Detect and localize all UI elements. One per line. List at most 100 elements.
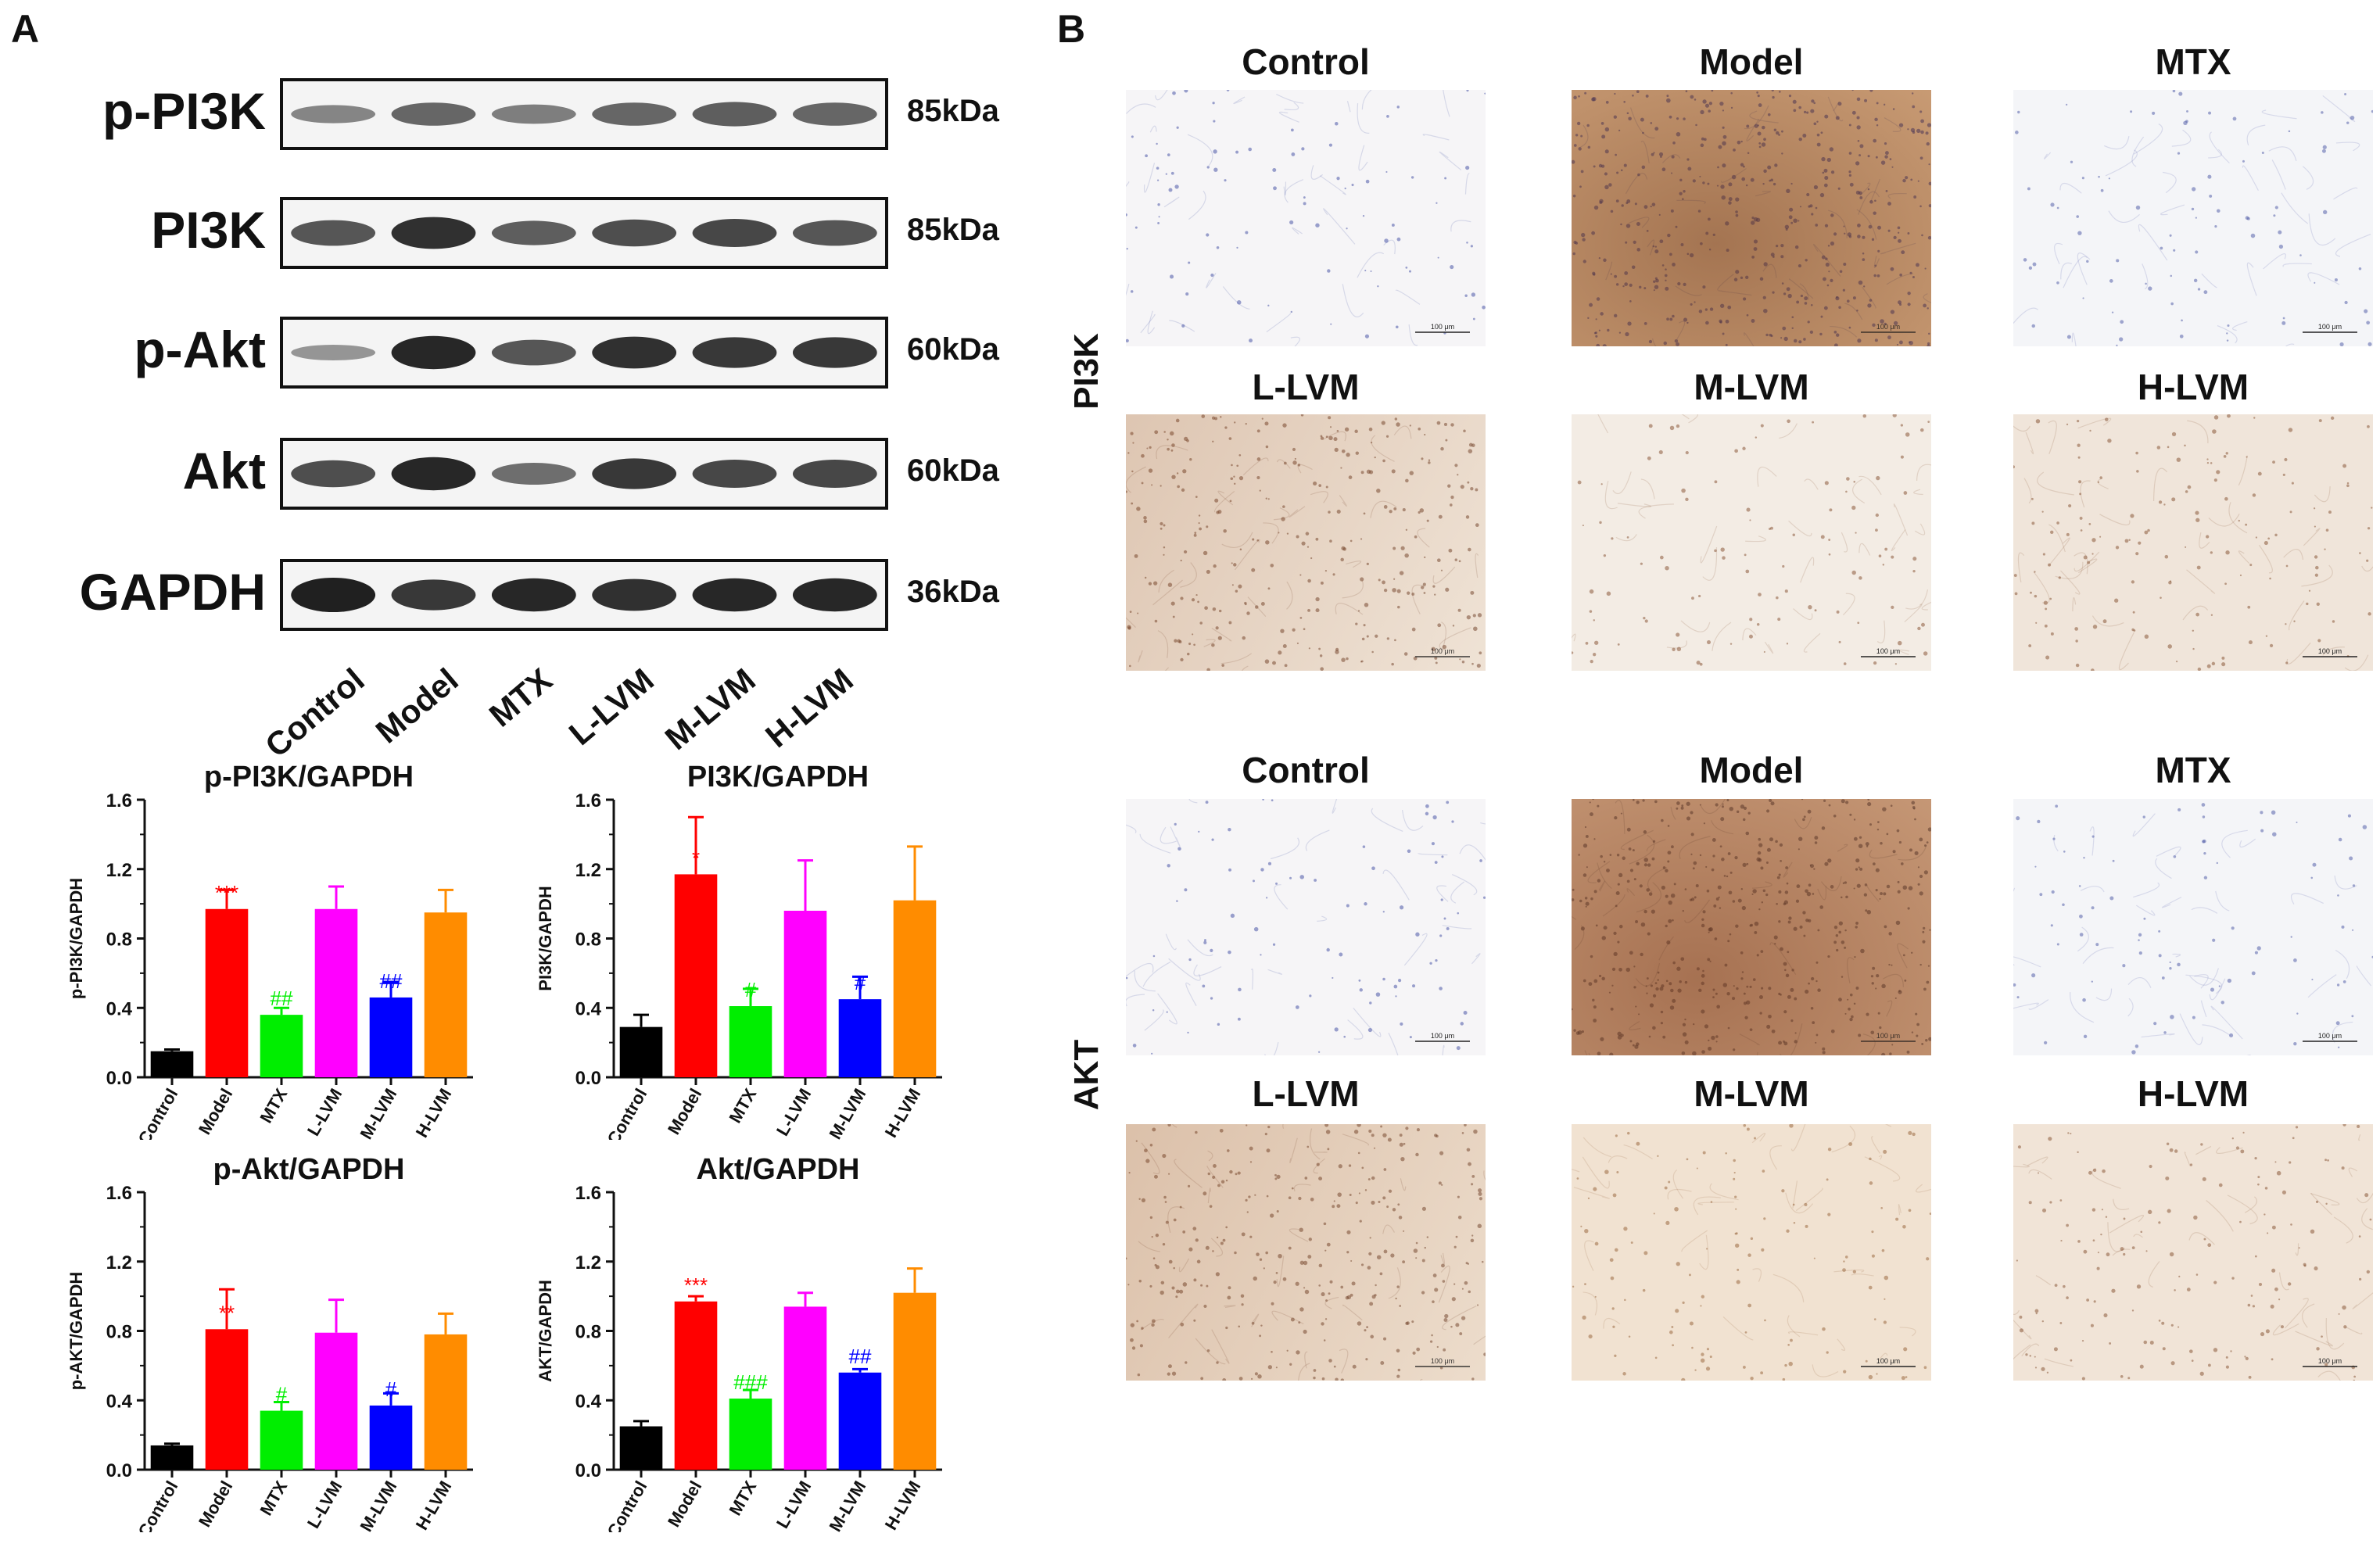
cell-nucleus (1654, 249, 1659, 254)
cell-nucleus (1685, 497, 1689, 502)
cell-nucleus (1665, 279, 1667, 281)
bar-chart: p-PI3K/GAPDH0.00.40.81.21.6p-PI3K/GAPDHC… (66, 761, 473, 1140)
cell-nucleus (1167, 582, 1173, 587)
cell-nucleus (1666, 940, 1671, 945)
tissue-fiber (1207, 1150, 1213, 1162)
cell-nucleus (2131, 1246, 2135, 1250)
cell-nucleus (1344, 427, 1350, 432)
cell-nucleus (1753, 217, 1758, 222)
cell-nucleus (1483, 1352, 1486, 1356)
cell-nucleus (1239, 548, 1242, 551)
cell-nucleus (1170, 274, 1174, 279)
cell-nucleus (1588, 982, 1593, 987)
cell-nucleus (1432, 815, 1437, 820)
cell-nucleus (1359, 988, 1363, 992)
cell-nucleus (1181, 488, 1185, 493)
cell-nucleus (1281, 517, 1285, 521)
cell-nucleus (1758, 837, 1762, 841)
cell-nucleus (1589, 801, 1591, 804)
cell-nucleus (1819, 192, 1825, 198)
cell-nucleus (2367, 527, 2371, 530)
cell-nucleus (1321, 1322, 1324, 1326)
cell-nucleus (1859, 867, 1863, 871)
x-tick-label: M-LVM (825, 1085, 869, 1140)
cell-nucleus (1141, 482, 1144, 485)
cell-nucleus (1399, 571, 1404, 575)
cell-nucleus (1299, 1227, 1303, 1232)
cell-nucleus (2095, 943, 2099, 947)
cell-nucleus (2210, 614, 2213, 616)
cell-nucleus (1137, 612, 1139, 614)
tissue-fiber (1443, 90, 1450, 117)
cell-nucleus (1223, 528, 1227, 533)
cell-nucleus (1336, 177, 1340, 181)
cell-nucleus (1345, 1295, 1350, 1300)
cell-nucleus (2083, 1034, 2088, 1039)
cell-nucleus (1292, 460, 1297, 465)
cell-nucleus (1603, 861, 1606, 863)
cell-nucleus (1665, 1220, 1670, 1225)
cell-nucleus (1814, 836, 1819, 840)
cell-nucleus (1256, 457, 1261, 461)
cell-nucleus (1470, 590, 1475, 595)
cell-nucleus (1669, 425, 1675, 431)
tissue-fiber (1371, 808, 1403, 832)
tissue-fiber (1234, 539, 1260, 571)
cell-nucleus (1722, 803, 1724, 805)
cell-nucleus (1636, 801, 1640, 804)
cell-nucleus (1830, 170, 1835, 174)
cell-nucleus (1185, 1361, 1188, 1364)
cell-nucleus (2260, 829, 2264, 833)
x-tick-label: Control (134, 1085, 182, 1140)
cell-nucleus (1224, 426, 1228, 429)
cell-nucleus (1810, 109, 1815, 113)
tissue-fiber (1251, 969, 1254, 990)
cell-nucleus (1217, 1023, 1220, 1026)
tissue-fiber (2303, 528, 2321, 546)
cell-nucleus (1740, 951, 1744, 955)
cell-nucleus (1920, 119, 1924, 124)
cell-nucleus (1375, 992, 1381, 997)
cell-nucleus (2346, 482, 2350, 485)
cell-nucleus (1153, 581, 1158, 586)
tissue-fiber (2133, 124, 2163, 155)
cell-nucleus (1809, 330, 1814, 335)
x-tick-label: L-LVM (772, 1478, 815, 1531)
tissue-fiber (1171, 1124, 1177, 1128)
cell-nucleus (1919, 205, 1922, 208)
tissue-stain (1126, 1124, 1486, 1381)
cell-nucleus (1219, 1128, 1224, 1133)
cell-nucleus (2045, 655, 2050, 660)
cell-nucleus (1671, 1326, 1674, 1328)
cell-nucleus (1845, 895, 1848, 899)
cell-nucleus (2034, 865, 2037, 868)
tissue-fiber (1852, 478, 1866, 504)
cell-nucleus (1733, 149, 1736, 152)
cell-nucleus (1340, 1378, 1345, 1381)
cell-nucleus (1231, 464, 1233, 467)
cell-nucleus (1722, 332, 1725, 335)
tissue-fiber (1178, 1258, 1190, 1273)
cell-nucleus (1654, 245, 1658, 248)
cell-nucleus (1445, 587, 1450, 592)
cell-nucleus (2290, 936, 2292, 938)
cell-nucleus (1152, 1257, 1156, 1259)
cell-nucleus (1702, 910, 1706, 914)
cell-nucleus (1742, 446, 1746, 450)
cell-nucleus (2124, 539, 2129, 543)
cell-nucleus (1593, 640, 1599, 645)
tissue-fiber (2113, 1198, 2130, 1210)
cell-nucleus (2206, 664, 2211, 668)
cell-nucleus (1805, 1224, 1808, 1228)
cell-nucleus (1879, 897, 1881, 900)
cell-nucleus (1844, 946, 1847, 949)
tissue-fiber (1438, 1265, 1450, 1303)
x-tick-label: M-LVM (356, 1478, 400, 1532)
cell-nucleus (1858, 844, 1863, 848)
cell-nucleus (1697, 210, 1701, 213)
cell-nucleus (1640, 562, 1643, 565)
cell-nucleus (1594, 1241, 1599, 1246)
cell-nucleus (1614, 92, 1616, 95)
y-tick-label: 0.4 (106, 998, 133, 1019)
cell-nucleus (1249, 1161, 1253, 1163)
